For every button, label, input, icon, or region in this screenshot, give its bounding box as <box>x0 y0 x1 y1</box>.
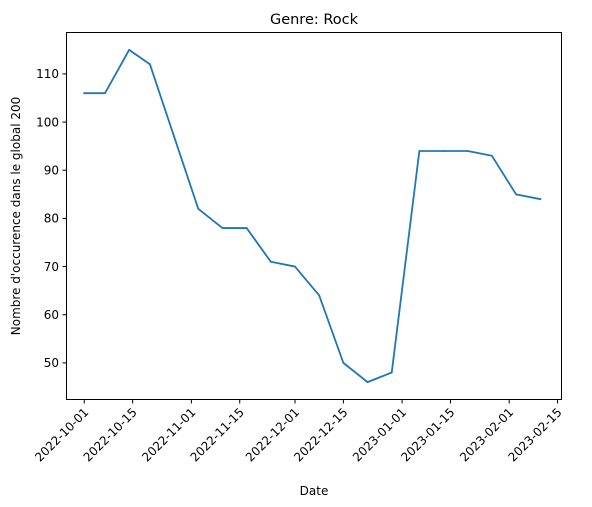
y-tick-label: 70 <box>44 260 59 274</box>
data-point <box>342 361 345 364</box>
y-axis-title: Nombre d'occurence dans le global 200 <box>9 97 23 336</box>
data-point <box>318 294 321 297</box>
data-point <box>491 154 493 157</box>
data-point <box>128 48 131 51</box>
data-point <box>442 150 445 152</box>
data-point <box>294 265 296 268</box>
y-tick-label: 50 <box>44 356 59 370</box>
chart-title: Genre: Rock <box>270 12 359 28</box>
data-point <box>390 371 393 374</box>
y-tick-label: 100 <box>36 115 59 129</box>
data-point <box>197 207 200 210</box>
data-point <box>366 381 369 384</box>
series-line <box>83 48 542 384</box>
data-point <box>466 150 469 152</box>
data-point <box>83 92 86 95</box>
data-point <box>418 150 421 152</box>
data-point <box>149 63 151 66</box>
y-axis: 50 60 70 80 90 100 110 <box>36 67 67 370</box>
x-axis-title: Date <box>300 484 329 498</box>
data-point <box>245 227 248 229</box>
data-point <box>173 135 175 138</box>
y-tick-label: 80 <box>44 212 59 226</box>
y-tick-label: 90 <box>44 164 59 178</box>
data-point <box>221 227 224 229</box>
plot-frame <box>66 32 562 400</box>
y-tick-label: 110 <box>36 67 59 81</box>
series-layer <box>83 48 542 384</box>
data-point <box>515 193 517 196</box>
y-tick-label: 60 <box>44 308 59 322</box>
data-point <box>104 92 106 95</box>
data-point <box>539 198 542 201</box>
data-point <box>269 260 272 263</box>
